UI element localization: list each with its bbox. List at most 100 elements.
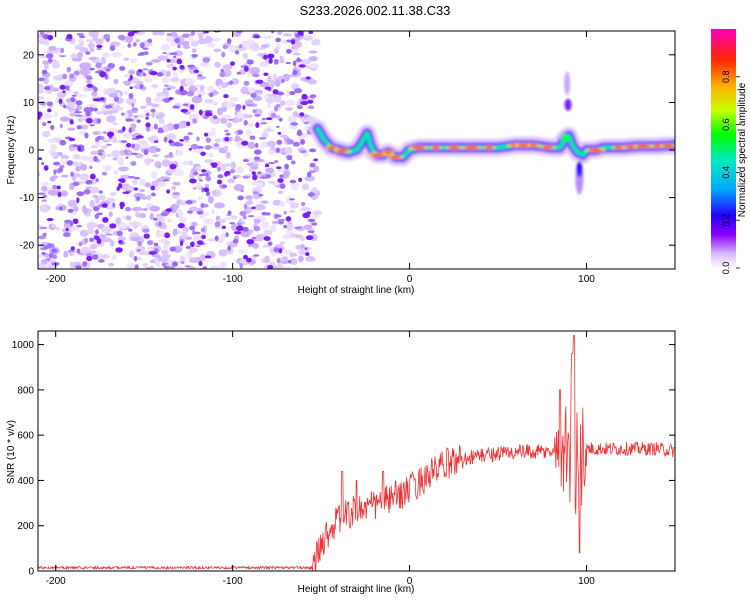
ridge-hotspot-core [588,148,603,152]
noise-speckle [196,89,207,96]
noise-speckle [257,171,262,174]
noise-speckle [181,40,190,47]
snr-y-tick-label: 600 [17,431,34,442]
noise-speckle [300,138,306,145]
noise-blob [236,225,244,232]
noise-speckle [79,47,89,53]
noise-speckle [89,165,93,170]
noise-speckle [151,83,159,89]
noise-speckle [88,42,95,49]
noise-speckle [92,223,98,227]
noise-speckle [105,68,111,72]
noise-speckle [274,61,279,65]
spectrogram-noise-region [38,31,323,269]
spectrogram-y-tick-label: 10 [23,98,35,109]
noise-speckle [71,57,83,62]
noise-speckle [56,91,67,98]
noise-speckle [237,195,244,201]
noise-blob [127,31,135,37]
noise-speckle [173,123,180,130]
ridge-hotspot-core [389,155,401,159]
noise-speckle [219,71,226,78]
noise-speckle [191,221,198,227]
noise-speckle [199,62,211,68]
noise-speckle [270,224,277,233]
noise-speckle [240,86,249,95]
noise-speckle [181,230,188,239]
noise-speckle [158,118,165,125]
noise-blob [308,31,314,34]
noise-speckle [73,91,79,95]
noise-speckle [243,120,248,126]
noise-blob [198,261,203,267]
noise-speckle [153,180,159,186]
noise-speckle [224,145,229,151]
noise-speckle [166,219,173,223]
noise-speckle [126,97,137,106]
noise-speckle [163,84,169,87]
noise-speckle [133,192,145,200]
noise-blob [246,238,255,245]
noise-speckle [88,56,97,61]
noise-speckle [38,263,46,269]
noise-speckle [250,92,257,98]
noise-speckle [189,81,195,85]
colorbar-tick-label: 0.8 [721,71,731,84]
noise-speckle [308,50,318,54]
snr-y-tick-label: 200 [17,521,34,532]
noise-speckle [45,53,54,59]
noise-speckle [203,203,209,208]
noise-speckle [222,64,233,70]
noise-blob [102,217,109,223]
spectrogram-y-tick-label: -10 [20,193,35,204]
noise-speckle [101,139,111,143]
noise-blob [267,53,275,59]
spectrogram-x-tick-label: -200 [46,274,66,285]
noise-speckle [206,131,217,137]
noise-speckle [144,182,152,188]
noise-speckle [214,138,221,143]
noise-speckle [60,190,68,197]
noise-speckle [263,128,274,133]
noise-speckle [85,179,93,185]
noise-speckle [105,90,110,96]
noise-blob [253,35,260,39]
noise-speckle [158,221,162,227]
noise-speckle [190,143,199,150]
noise-speckle [128,93,134,99]
noise-speckle [197,195,202,201]
noise-speckle [245,128,252,137]
noise-speckle [301,183,310,191]
noise-blob [66,33,73,40]
noise-blob [99,97,105,101]
noise-blob [43,165,49,171]
noise-speckle [43,245,51,249]
noise-speckle [46,265,56,269]
noise-speckle [97,149,104,153]
noise-speckle [93,206,100,212]
noise-speckle [294,88,303,94]
noise-speckle [154,111,160,115]
noise-blob [277,178,284,183]
noise-blob [305,235,314,241]
noise-speckle [285,99,296,106]
noise-speckle [112,122,118,126]
noise-speckle [173,55,177,59]
noise-speckle [191,95,203,104]
noise-blob [125,142,132,148]
noise-speckle [240,189,244,193]
noise-speckle [309,148,317,153]
noise-speckle [163,243,170,251]
noise-speckle [62,73,68,80]
snr-x-label: Height of straight line (km) [298,584,415,595]
noise-blob [244,66,249,72]
noise-speckle [209,92,214,98]
noise-speckle [289,73,300,78]
noise-speckle [173,265,184,269]
noise-speckle [156,72,164,77]
noise-speckle [221,232,227,239]
noise-speckle [214,221,221,228]
noise-speckle [127,176,136,179]
noise-speckle [225,232,229,238]
